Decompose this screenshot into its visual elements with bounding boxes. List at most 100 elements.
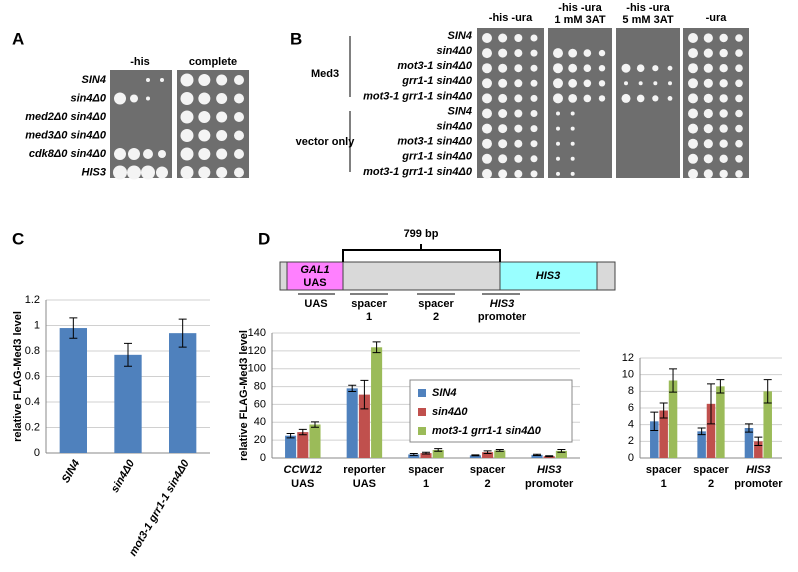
colony-spot — [583, 49, 592, 57]
colony-spot — [553, 93, 563, 104]
colony-spot — [482, 108, 492, 119]
colony-spot — [514, 169, 523, 178]
colony-spot — [568, 48, 578, 58]
bar — [371, 347, 383, 458]
column-header: -his — [130, 56, 150, 68]
column-header: 1 mM 3AT — [554, 14, 605, 26]
error-bar — [533, 453, 542, 456]
colony-spot — [128, 148, 140, 160]
colony-spot — [688, 63, 698, 74]
error-bar — [471, 454, 480, 457]
colony-spot — [180, 129, 194, 142]
y-tick-label: 120 — [248, 345, 266, 357]
error-bar — [360, 379, 369, 410]
colony-spot — [688, 78, 698, 89]
column-header: -his -ura — [626, 2, 670, 14]
error-bar — [483, 450, 492, 455]
colony-spot — [556, 156, 560, 161]
strain-label: mot3-1 grr1-1 sin4Δ0 — [363, 166, 473, 178]
x-tick-label: reporter — [343, 464, 386, 476]
colony-spot — [514, 49, 523, 58]
colony-spot — [198, 148, 211, 160]
colony-spot — [514, 139, 523, 148]
error-bar — [124, 342, 132, 367]
error-bar — [744, 423, 753, 433]
colony-spot — [160, 78, 164, 82]
colony-spot — [498, 109, 508, 118]
y-tick-label: 4 — [628, 419, 634, 431]
colony-spot — [598, 65, 606, 72]
x-tick-label: spacer — [646, 464, 682, 476]
colony-spot — [703, 154, 713, 164]
colony-spot — [530, 140, 538, 148]
colony-spot — [719, 79, 728, 88]
colony-spot — [498, 139, 508, 149]
column-header: -his -ura — [489, 12, 533, 24]
x-tick-label: sin4Δ0 — [109, 457, 138, 495]
colony-spot — [482, 63, 492, 74]
y-tick-label: 0.4 — [25, 396, 40, 408]
colony-spot — [719, 48, 728, 58]
error-bar — [372, 341, 381, 354]
colony-spot — [735, 109, 743, 118]
colony-spot — [598, 49, 606, 57]
colony-spot — [735, 34, 743, 42]
bar — [169, 333, 197, 453]
x-tick-label: 1 — [661, 478, 667, 490]
bar — [494, 450, 506, 458]
column-header: -his -ura — [558, 2, 602, 14]
colony-spot — [143, 149, 153, 159]
colony-spot — [703, 139, 713, 149]
group-label: Med3 — [311, 68, 339, 80]
strain-label: mot3-1 sin4Δ0 — [397, 60, 473, 72]
strain-label: grr1-1 sin4Δ0 — [401, 151, 473, 163]
region-label: UAS — [304, 298, 327, 310]
colony-spot — [156, 166, 168, 179]
colony-spot — [498, 124, 508, 134]
colony-spot — [180, 92, 194, 105]
error-bar — [286, 432, 295, 439]
region-label: spacer — [418, 298, 454, 310]
region-label: 2 — [433, 311, 439, 323]
colony-spot — [530, 110, 538, 117]
colony-spot — [570, 141, 575, 146]
y-tick-label: 0 — [628, 452, 634, 464]
bar — [297, 432, 309, 458]
colony-spot — [234, 112, 244, 122]
colony-spot — [636, 94, 645, 103]
colony-spot — [482, 48, 492, 59]
colony-spot — [652, 95, 659, 102]
legend-entry: mot3-1 grr1-1 sin4Δ0 — [432, 425, 542, 437]
y-tick-label: 60 — [254, 398, 266, 410]
colony-spot — [234, 93, 244, 104]
colony-spot — [482, 123, 492, 134]
colony-spot — [719, 154, 728, 163]
bar — [668, 380, 678, 458]
bar — [59, 328, 87, 453]
colony-spot — [216, 111, 228, 123]
legend-swatch — [418, 408, 426, 416]
colony-spot — [234, 75, 244, 85]
error-bar — [69, 317, 78, 339]
bar — [754, 441, 763, 458]
column-header: -ura — [706, 12, 728, 24]
colony-spot — [113, 165, 127, 180]
x-tick-label: SIN4 — [60, 458, 83, 485]
x-tick-label: HIS3 — [746, 464, 770, 476]
colony-spot — [735, 155, 743, 163]
colony-spot — [198, 111, 211, 123]
colony-spot — [198, 166, 211, 179]
bar — [555, 450, 567, 458]
error-bar — [754, 436, 763, 446]
colony-spot — [514, 109, 523, 118]
colony-spot — [530, 170, 538, 178]
error-bar — [763, 379, 772, 404]
colony-spot — [688, 138, 698, 149]
colony-spot — [570, 111, 575, 116]
colony-spot — [583, 79, 592, 88]
plate — [616, 28, 680, 178]
y-axis-label: relative FLAG-Med3 level — [12, 311, 24, 442]
colony-spot — [514, 64, 523, 73]
colony-spot — [498, 169, 508, 179]
colony-spot — [514, 79, 523, 88]
